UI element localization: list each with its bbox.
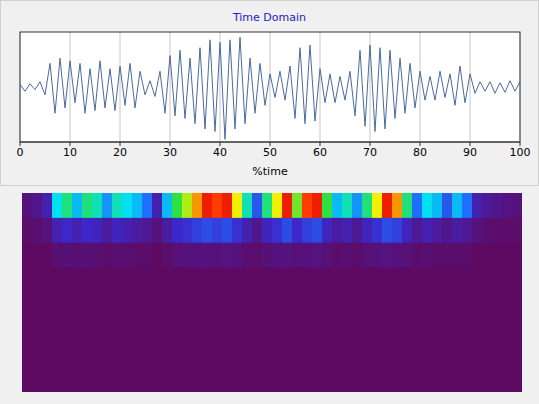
svg-text:90: 90 bbox=[463, 146, 477, 159]
svg-text:50: 50 bbox=[263, 146, 277, 159]
html-text:Time Domain: Time Domain bbox=[232, 11, 306, 24]
svg-text:0: 0 bbox=[17, 146, 24, 159]
svg-text:30: 30 bbox=[163, 146, 177, 159]
svg-text:100: 100 bbox=[510, 146, 531, 159]
svg-text:%time: %time bbox=[252, 165, 288, 178]
svg-text:20: 20 bbox=[113, 146, 127, 159]
svg-text:60: 60 bbox=[313, 146, 327, 159]
svg-text:40: 40 bbox=[213, 146, 227, 159]
svg-text:10: 10 bbox=[63, 146, 77, 159]
svg-text:80: 80 bbox=[413, 146, 427, 159]
svg-text:70: 70 bbox=[363, 146, 377, 159]
